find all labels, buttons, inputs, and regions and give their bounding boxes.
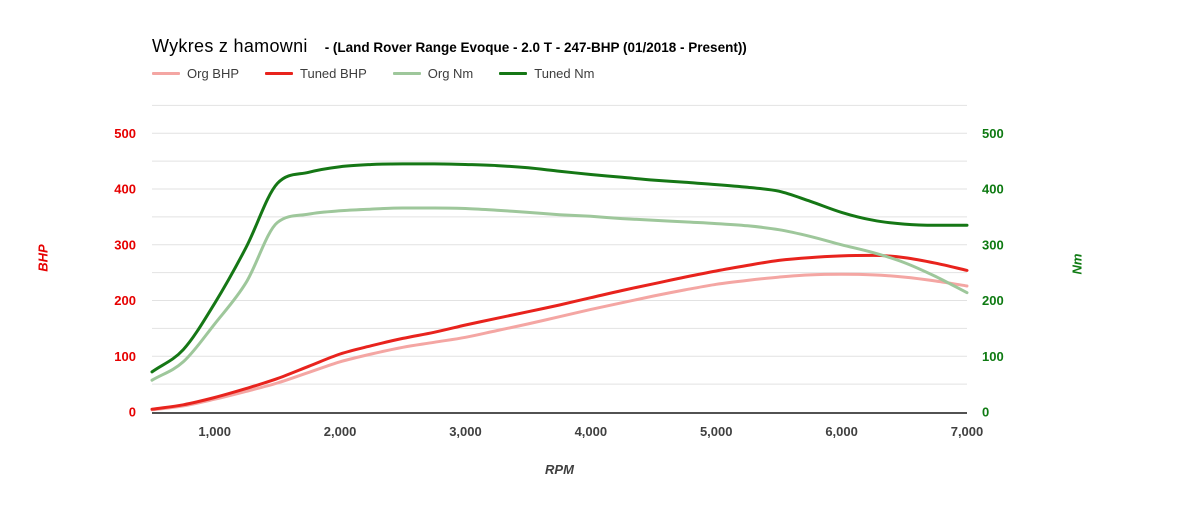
curve-org-nm xyxy=(150,206,969,382)
chart-title-subtitle: - (Land Rover Range Evoque - 2.0 T - 247… xyxy=(324,40,747,55)
x-tick-6000: 6,000 xyxy=(825,424,858,439)
x-tick-2000: 2,000 xyxy=(324,424,357,439)
left-tick-400: 400 xyxy=(114,182,136,197)
right-tick-0: 0 xyxy=(982,405,989,420)
legend-swatch xyxy=(499,72,528,75)
legend-label: Tuned Nm xyxy=(534,66,595,81)
legend-item-org-bhp: Org BHP xyxy=(152,66,239,81)
left-tick-100: 100 xyxy=(114,349,136,364)
legend-swatch xyxy=(265,72,294,75)
legend-label: Org Nm xyxy=(427,66,474,81)
left-tick-0: 0 xyxy=(129,405,136,420)
curve-tuned-bhp xyxy=(150,253,969,411)
x-tick-3000: 3,000 xyxy=(449,424,482,439)
x-tick-5000: 5,000 xyxy=(700,424,733,439)
right-tick-400: 400 xyxy=(982,182,1004,197)
right-tick-500: 500 xyxy=(982,126,1004,141)
chart-title-main: Wykres z hamowni xyxy=(152,36,308,56)
right-tick-100: 100 xyxy=(982,349,1004,364)
curve-org-bhp xyxy=(150,272,969,412)
left-tick-300: 300 xyxy=(114,237,136,252)
chart-legend: Org BHP Tuned BHP Org Nm Tuned Nm xyxy=(152,66,594,81)
right-tick-300: 300 xyxy=(982,237,1004,252)
legend-label: Org BHP xyxy=(187,66,240,81)
legend-swatch xyxy=(392,72,421,75)
left-axis-title: BHP xyxy=(35,244,51,272)
x-tick-4000: 4,000 xyxy=(575,424,608,439)
right-axis-title: Nm xyxy=(1069,253,1085,275)
x-axis-title: RPM xyxy=(545,462,574,477)
left-tick-200: 200 xyxy=(114,293,136,308)
legend-swatch xyxy=(152,72,180,75)
legend-label: Tuned BHP xyxy=(300,66,367,81)
legend-item-org-nm: Org Nm xyxy=(392,66,474,81)
curve-tuned-nm xyxy=(150,162,969,374)
left-tick-500: 500 xyxy=(114,126,136,141)
legend-item-tuned-nm: Tuned Nm xyxy=(499,66,594,81)
x-tick-7000: 7,000 xyxy=(951,424,984,439)
legend-item-tuned-bhp: Tuned BHP xyxy=(265,66,367,81)
x-tick-1000: 1,000 xyxy=(198,424,231,439)
chart-title: Wykres z hamowni - (Land Rover Range Evo… xyxy=(152,36,747,57)
right-tick-200: 200 xyxy=(982,293,1004,308)
